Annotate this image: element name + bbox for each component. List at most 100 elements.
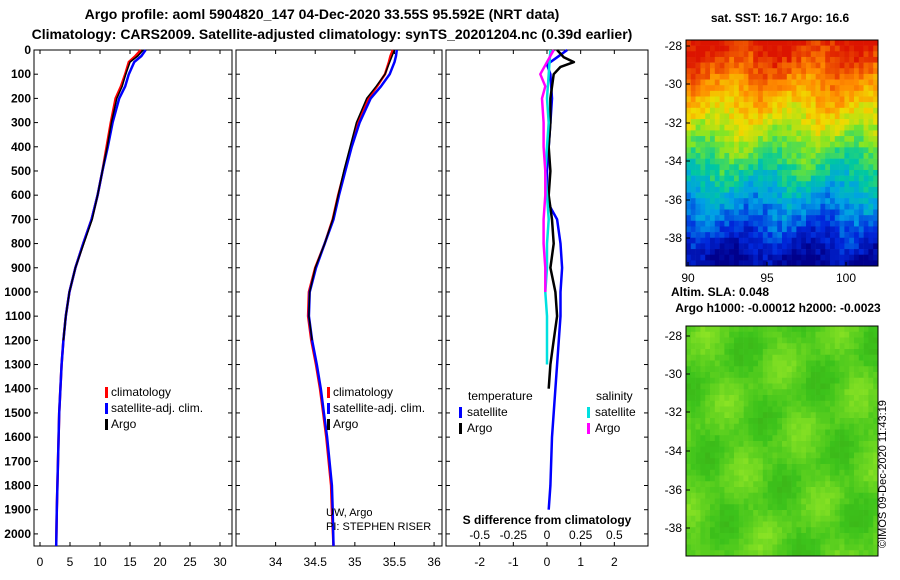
map-cell (849, 102, 855, 109)
map-cell (734, 209, 740, 216)
map-cell (806, 96, 812, 103)
map-cell (858, 232, 864, 239)
map-cell (820, 164, 826, 171)
map-cell (830, 260, 836, 267)
map-cell (791, 181, 797, 188)
map-cell (782, 203, 788, 210)
map-cell (830, 209, 836, 216)
map-cell (734, 215, 740, 222)
map-cell (724, 354, 730, 361)
map-cell (868, 464, 874, 471)
map-cell (710, 73, 716, 80)
map-cell (849, 354, 855, 361)
map-cell (858, 481, 864, 488)
map-cell (753, 56, 759, 63)
map-cell (815, 538, 821, 545)
map-cell (839, 412, 845, 419)
legend-label: Argo (333, 417, 359, 431)
map-cell (719, 158, 725, 165)
map-cell (873, 243, 879, 250)
map-cell (772, 395, 778, 402)
map-cell (796, 79, 802, 86)
map-cell (786, 237, 792, 244)
map-cell (796, 62, 802, 69)
map-cell (815, 389, 821, 396)
map-cell (714, 226, 720, 233)
map-cell (839, 331, 845, 338)
map-cell (772, 249, 778, 255)
map-cell (777, 510, 783, 517)
map-cell (791, 158, 797, 165)
map-cell (695, 124, 701, 131)
map-cell (858, 169, 864, 176)
map-cell (844, 124, 850, 131)
map-cell (686, 147, 692, 154)
map-cell (786, 487, 792, 494)
map-cell (772, 515, 778, 522)
map-cell (786, 198, 792, 205)
map-cell (748, 232, 754, 239)
map-cell (767, 164, 773, 171)
map-cell (714, 51, 720, 58)
map-cell (748, 383, 754, 390)
map-cell (719, 175, 725, 182)
map-cell (719, 331, 725, 338)
map-cell (815, 423, 821, 430)
map-cell (729, 136, 735, 142)
map-cell (738, 62, 744, 69)
map-cell (834, 175, 840, 182)
map-cell (873, 366, 879, 373)
map-cell (810, 469, 816, 476)
map-cell (834, 237, 840, 244)
map-cell (710, 515, 716, 522)
map-cell (738, 186, 744, 193)
map-cell (748, 79, 754, 86)
legend-title-salinity: salinity (596, 389, 633, 403)
map-cell (839, 249, 845, 255)
map-cell (834, 209, 840, 216)
map-cell (772, 243, 778, 250)
map-cell (854, 51, 860, 58)
map-cell (810, 521, 816, 528)
map-cell (820, 337, 826, 344)
map-cell (748, 354, 754, 361)
map-cell (868, 220, 874, 227)
map-cell (743, 158, 749, 165)
x-tick-label: 2 (611, 555, 618, 569)
map-cell (710, 260, 716, 267)
map-cell (700, 481, 706, 488)
map-cell (719, 147, 725, 154)
map-cell (705, 521, 711, 528)
map-cell (738, 458, 744, 465)
map-cell (820, 487, 826, 494)
map-cell (815, 220, 821, 227)
map-cell (854, 203, 860, 210)
map-cell (690, 337, 696, 344)
map-cell (854, 62, 860, 69)
x-tick-label-salinity: -0.25 (500, 528, 528, 542)
map-cell (830, 492, 836, 499)
map-cell (710, 521, 716, 528)
map-cell (710, 249, 716, 255)
map-cell (686, 498, 692, 505)
map-cell (873, 533, 879, 540)
map-cell (796, 504, 802, 511)
map-cell (705, 349, 711, 356)
map-cell (863, 51, 869, 58)
map-cell (705, 412, 711, 419)
map-cell (791, 107, 797, 114)
map-cell (734, 481, 740, 488)
map-cell (686, 527, 692, 534)
map-cell (729, 113, 735, 120)
map-cell (748, 158, 754, 165)
map-cell (700, 538, 706, 545)
map-cell (830, 383, 836, 390)
map-cell (868, 452, 874, 459)
map-cell (700, 209, 706, 216)
map-cell (796, 533, 802, 540)
map-cell (729, 326, 735, 333)
map-cell (686, 249, 692, 255)
map-cell (777, 544, 783, 551)
map-cell (873, 192, 879, 199)
map-cell (858, 237, 864, 244)
